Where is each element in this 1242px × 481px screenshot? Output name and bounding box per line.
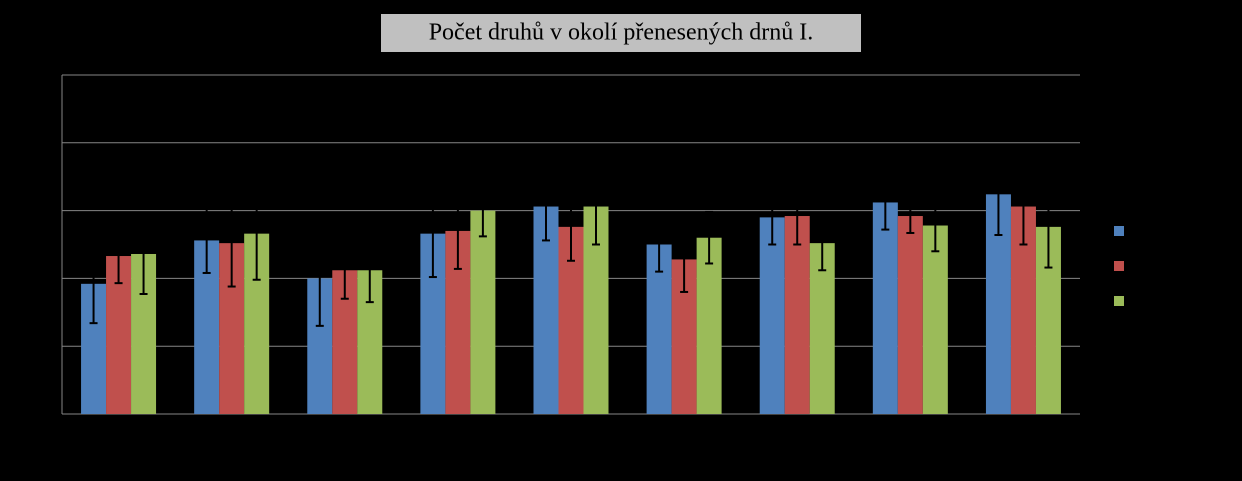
bar [784,216,810,414]
legend-marker [1114,226,1124,236]
title-box [381,14,861,52]
bar [809,243,835,414]
bar [470,210,496,414]
bar [696,237,722,414]
legend-marker [1114,296,1124,306]
bar [646,244,672,414]
bar [872,202,898,414]
bar [759,217,785,414]
bar [897,216,923,414]
bar [922,225,948,414]
chart-title: Počet druhů v okolí přenesených drnů I. [429,20,814,46]
legend-marker [1114,261,1124,271]
